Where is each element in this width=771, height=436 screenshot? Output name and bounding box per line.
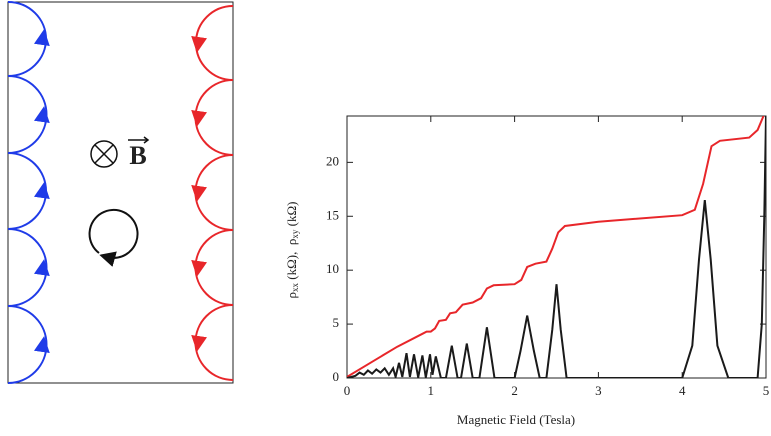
x-axis-label: Magnetic Field (Tesla) xyxy=(457,412,575,427)
bulk-orbit xyxy=(88,208,139,267)
field-symbol xyxy=(90,136,150,168)
y-label-subscript: xx xyxy=(290,282,300,292)
x-tick-label: 3 xyxy=(595,383,602,398)
y-label-part: ρ xyxy=(284,239,299,246)
y-label-part: (kΩ), xyxy=(284,245,299,283)
x-tick-label: 2 xyxy=(511,383,518,398)
x-tick-label: 5 xyxy=(763,383,770,398)
y-tick-label: 5 xyxy=(333,315,340,330)
field-label: B xyxy=(129,141,146,170)
y-label-part: (kΩ) xyxy=(284,202,299,230)
y-axis-label: ρxx (kΩ), ρxy (kΩ) xyxy=(284,202,300,299)
y-tick-label: 15 xyxy=(326,207,339,222)
y-label-part: ρ xyxy=(284,292,299,299)
left-edge-orbits xyxy=(7,1,50,384)
y-label-subscript: xy xyxy=(290,229,300,239)
edge-state-diagram: B xyxy=(7,1,234,384)
y-tick-label: 0 xyxy=(333,369,340,384)
sample-boundary xyxy=(7,1,234,384)
x-tick-label: 4 xyxy=(679,383,686,398)
series-line xyxy=(347,116,765,378)
plot-frame xyxy=(346,115,767,379)
y-tick-label: 10 xyxy=(326,261,339,276)
right-edge-orbits xyxy=(191,5,234,381)
series-line xyxy=(347,116,766,378)
x-tick-label: 0 xyxy=(344,383,351,398)
chart: Magnetic Field (Tesla) ρxx (kΩ), ρxy (kΩ… xyxy=(284,115,770,427)
y-tick-label: 20 xyxy=(326,153,339,168)
x-tick-label: 1 xyxy=(428,383,435,398)
